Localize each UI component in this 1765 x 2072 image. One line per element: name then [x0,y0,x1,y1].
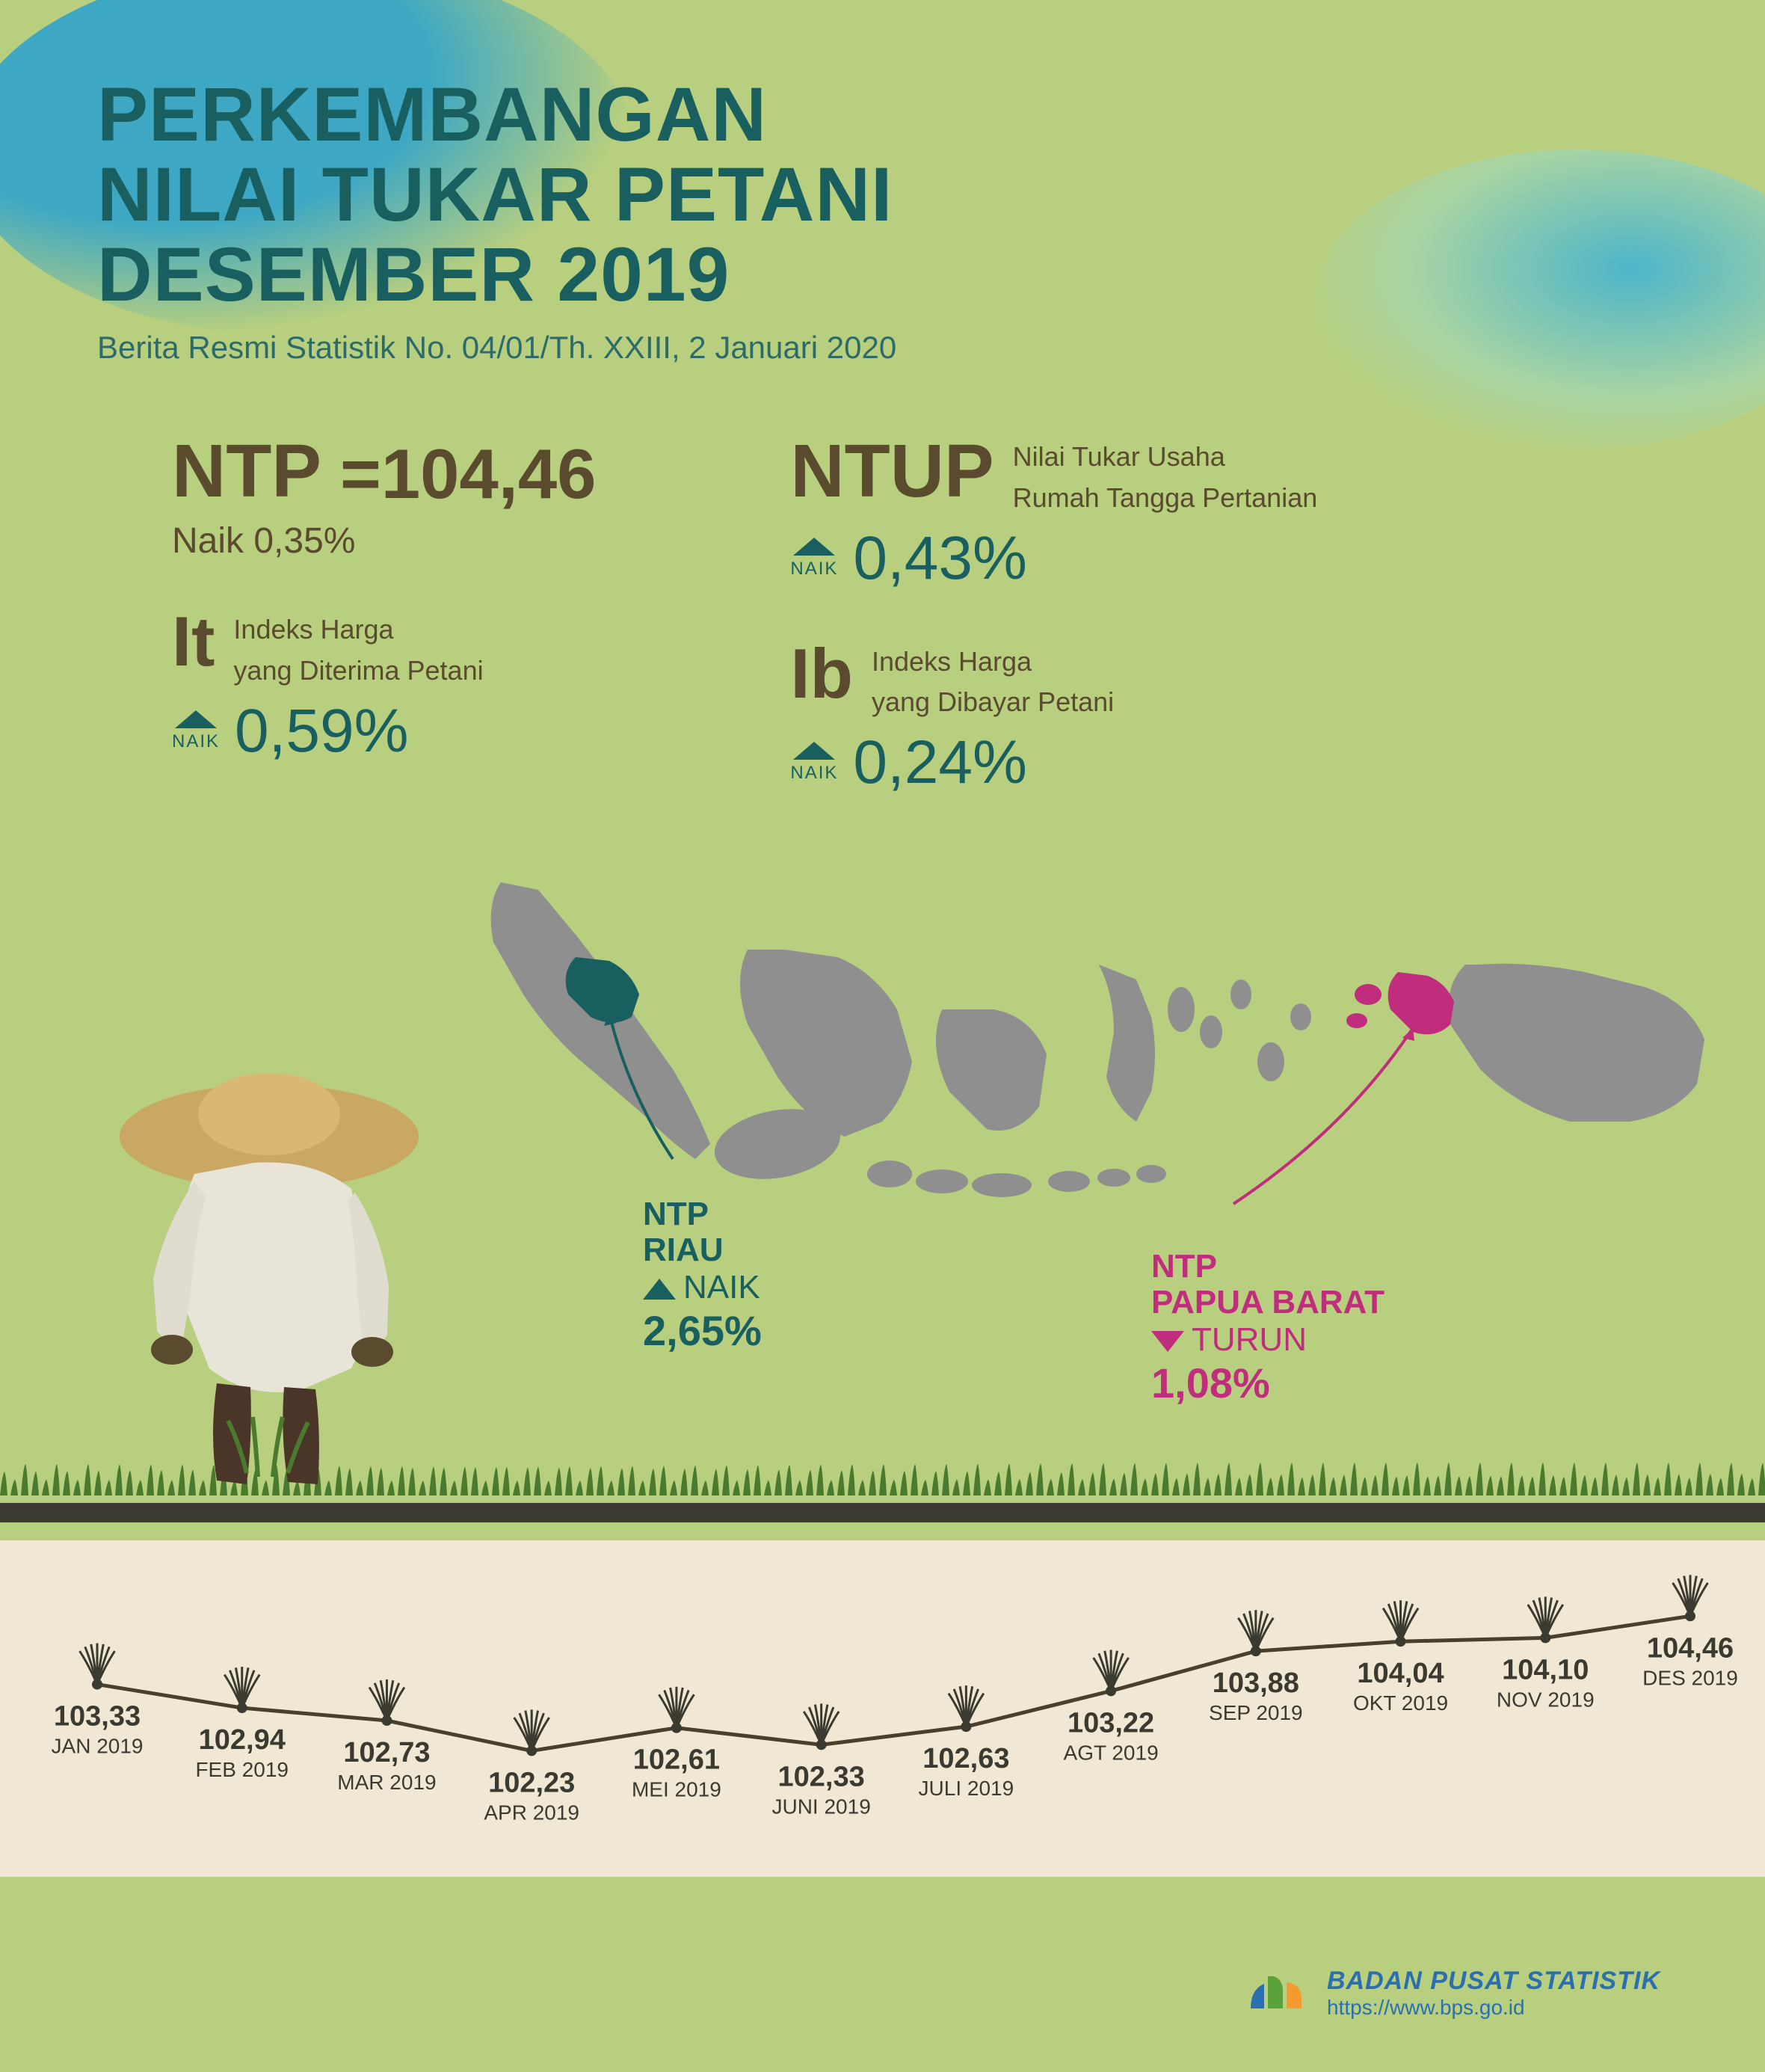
footer-url: https://www.bps.go.id [1327,1996,1660,2020]
it-abbr: It [172,606,215,677]
timeline-point: 102,61 MEI 2019 [632,1687,721,1801]
ntp-abbr: NTP [172,434,321,508]
timeline-point: 104,04 OKT 2019 [1353,1600,1448,1715]
ib-desc-1: Indeks Harga [872,645,1114,680]
svg-text:103,22: 103,22 [1068,1707,1154,1739]
papua-l1: NTP [1151,1249,1384,1285]
farmer-illustration [60,1054,478,1518]
it-desc-2: yang Diterima Petani [233,654,483,689]
triangle-up-icon [643,1279,676,1300]
title-line-2: NILAI TUKAR PETANI [97,155,896,235]
riau-pct: 2,65% [643,1306,762,1355]
svg-text:JUNI 2019: JUNI 2019 [771,1795,870,1818]
callout-papua: NTP PAPUA BARAT TURUN 1,08% [1151,1249,1384,1407]
timeline-point: 104,10 NOV 2019 [1497,1596,1595,1711]
timeline-point: 102,33 JUNI 2019 [771,1703,870,1818]
svg-text:FEB 2019: FEB 2019 [195,1758,289,1781]
svg-text:MEI 2019: MEI 2019 [632,1778,721,1801]
timeline-point: 104,46 DES 2019 [1642,1575,1738,1689]
metric-it: It Indeks Harga yang Diterima Petani NAI… [172,606,596,766]
ntup-pct: 0,43% [853,523,1027,594]
timeline-point: 102,94 FEB 2019 [195,1667,289,1781]
svg-text:AGT 2019: AGT 2019 [1064,1741,1159,1764]
svg-text:NOV 2019: NOV 2019 [1497,1688,1595,1711]
it-desc-1: Indeks Harga [233,612,483,648]
svg-text:103,88: 103,88 [1213,1667,1299,1699]
triangle-up-icon [175,710,217,728]
ib-naik: NAIK [790,763,838,784]
timeline-point: 103,33 JAN 2019 [52,1644,144,1758]
timeline-point: 103,88 SEP 2019 [1209,1610,1303,1724]
timeline-point: 102,23 APR 2019 [484,1709,579,1824]
title-line-3: DESEMBER 2019 [97,235,896,315]
ntup-desc-1: Nilai Tukar Usaha [1013,440,1318,475]
svg-text:102,63: 102,63 [922,1743,1009,1774]
it-naik: NAIK [172,731,220,752]
ib-pct: 0,24% [853,728,1027,798]
svg-text:102,94: 102,94 [199,1724,286,1756]
ntp-value: =104,46 [340,434,596,514]
timeline-point: 102,73 MAR 2019 [337,1679,436,1794]
svg-text:DES 2019: DES 2019 [1642,1666,1738,1689]
title-block: PERKEMBANGAN NILAI TUKAR PETANI DESEMBER… [97,75,896,366]
title-line-1: PERKEMBANGAN [97,75,896,155]
riau-l1: NTP [643,1196,762,1232]
callout-riau: NTP RIAU NAIK 2,65% [643,1196,762,1355]
ntup-desc-2: Rumah Tangga Pertanian [1013,481,1318,516]
svg-text:104,10: 104,10 [1502,1654,1589,1685]
ntup-abbr: NTUP [790,434,994,508]
svg-text:JAN 2019: JAN 2019 [52,1735,144,1758]
svg-text:102,73: 102,73 [343,1737,430,1768]
svg-text:APR 2019: APR 2019 [484,1801,579,1824]
map-section: NTP RIAU NAIK 2,65% NTP PAPUA BARAT TURU… [0,845,1765,1518]
svg-text:104,46: 104,46 [1647,1632,1734,1664]
bps-logo-icon [1242,1967,1309,2020]
subtitle: Berita Resmi Statistik No. 04/01/Th. XXI… [97,330,896,366]
svg-text:102,23: 102,23 [488,1767,575,1798]
triangle-up-icon [793,538,835,556]
ib-abbr: Ib [790,639,853,709]
papua-barat-highlight [1346,972,1454,1034]
triangle-down-icon [1151,1331,1184,1352]
svg-text:104,04: 104,04 [1357,1658,1444,1689]
ib-desc-2: yang Dibayar Petani [872,685,1114,720]
papua-l2: PAPUA BARAT [1151,1285,1384,1321]
ntp-sub: Naik 0,35% [172,520,596,562]
svg-text:102,33: 102,33 [778,1761,865,1792]
footer-org-name: BADAN PUSAT STATISTIK [1327,1967,1660,1996]
svg-text:MAR 2019: MAR 2019 [337,1771,436,1794]
bg-water-blob-right [1316,150,1765,449]
metric-ntp: NTP =104,46 Naik 0,35% [172,434,596,562]
divider-band [0,1503,1765,1522]
timeline-chart: 103,33 JAN 2019 102,94 FEB 2019 102,73 M… [0,1540,1765,1877]
svg-text:SEP 2019: SEP 2019 [1209,1701,1303,1724]
svg-text:103,33: 103,33 [54,1701,141,1733]
timeline-point: 102,63 JULI 2019 [919,1685,1014,1800]
riau-dir: NAIK [683,1269,760,1306]
triangle-up-icon [793,742,835,760]
metrics-grid: NTP =104,46 Naik 0,35% It Indeks Harga y… [172,434,1690,798]
svg-text:102,61: 102,61 [633,1744,720,1776]
papua-pct: 1,08% [1151,1359,1384,1407]
svg-text:OKT 2019: OKT 2019 [1353,1691,1448,1715]
svg-text:JULI 2019: JULI 2019 [919,1777,1014,1800]
timeline-point: 103,22 AGT 2019 [1064,1650,1159,1764]
footer: BADAN PUSAT STATISTIK https://www.bps.go… [1242,1967,1660,2020]
ntup-naik: NAIK [790,559,838,580]
riau-l2: RIAU [643,1232,762,1268]
metric-ntup: NTUP Nilai Tukar Usaha Rumah Tangga Pert… [790,434,1317,594]
papua-dir: TURUN [1192,1321,1307,1358]
metric-ib: Ib Indeks Harga yang Dibayar Petani NAIK… [790,639,1317,799]
it-pct: 0,59% [235,696,409,766]
